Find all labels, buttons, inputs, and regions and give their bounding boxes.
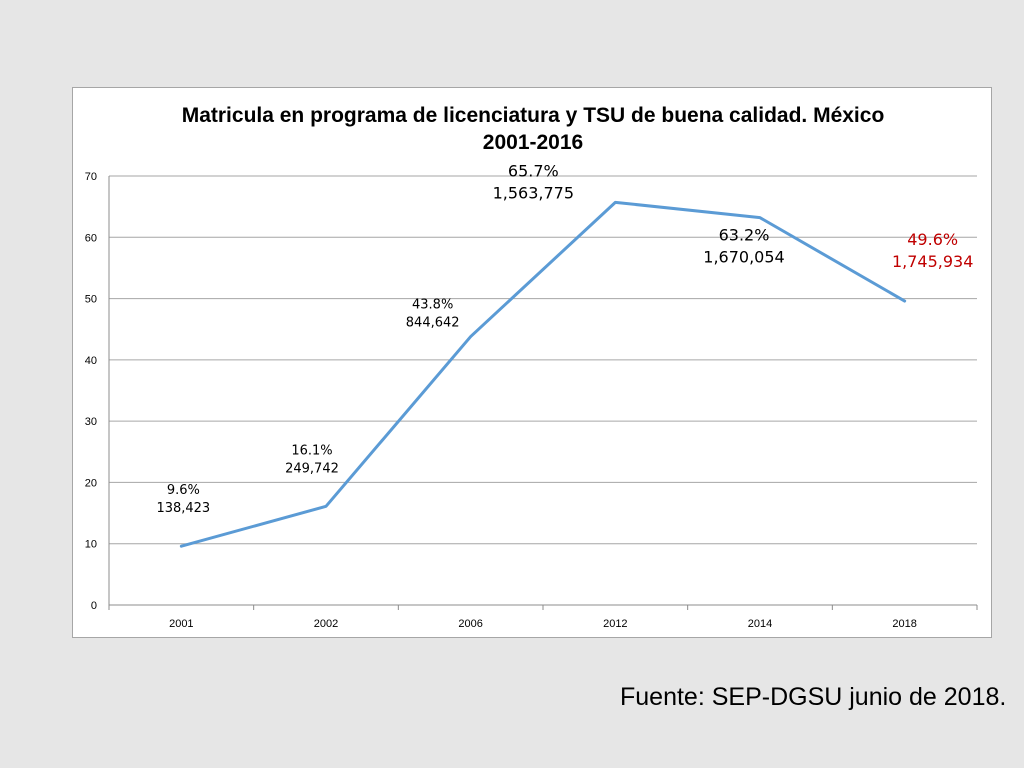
x-tick-label: 2001 xyxy=(169,618,193,630)
y-tick-label: 40 xyxy=(85,355,97,367)
x-tick-label: 2018 xyxy=(892,618,916,630)
data-label-percent: 43.8% xyxy=(412,298,453,313)
data-label-percent: 65.7% xyxy=(508,161,559,180)
y-tick-label: 70 xyxy=(85,171,97,183)
y-tick-label: 60 xyxy=(85,232,97,244)
chart-title-line-1: Matricula en programa de licenciatura y … xyxy=(181,104,885,127)
series-line xyxy=(179,200,907,548)
data-label-count: 249,742 xyxy=(285,461,339,476)
line-chart-plot: 0 10 20 30 40 50 60 70 2001 2002 2006 2012 2014 2018 9… xyxy=(85,161,978,630)
data-label-percent: 9.6% xyxy=(167,483,200,498)
chart-container: Matricula en programa de licenciatura y … xyxy=(72,87,992,638)
x-tick-label: 2012 xyxy=(603,618,627,630)
x-tick-label: 2002 xyxy=(314,618,338,630)
source-note: Fuente: SEP-DGSU junio de 2018. xyxy=(620,683,1007,711)
data-label-count: 138,423 xyxy=(156,501,210,516)
x-tick-label: 2006 xyxy=(458,618,482,630)
data-label-count: 1,563,775 xyxy=(493,183,574,202)
data-label-percent: 49.6% xyxy=(907,230,958,249)
chart-title-line-2: 2001-2016 xyxy=(482,131,584,154)
chart-title: Matricula en programa de licenciatura y … xyxy=(73,102,993,156)
data-label-count: 844,642 xyxy=(406,316,460,331)
x-tick-label: 2014 xyxy=(748,618,772,630)
data-label-percent: 63.2% xyxy=(719,226,770,245)
data-label-count: 1,745,934 xyxy=(892,252,973,271)
y-tick-label: 10 xyxy=(85,539,97,551)
data-label-count: 1,670,054 xyxy=(703,248,784,267)
y-tick-label: 50 xyxy=(85,294,97,306)
y-tick-label: 30 xyxy=(85,416,97,428)
y-tick-label: 0 xyxy=(91,600,97,612)
y-tick-label: 20 xyxy=(85,477,97,489)
data-label-percent: 16.1% xyxy=(291,443,332,458)
